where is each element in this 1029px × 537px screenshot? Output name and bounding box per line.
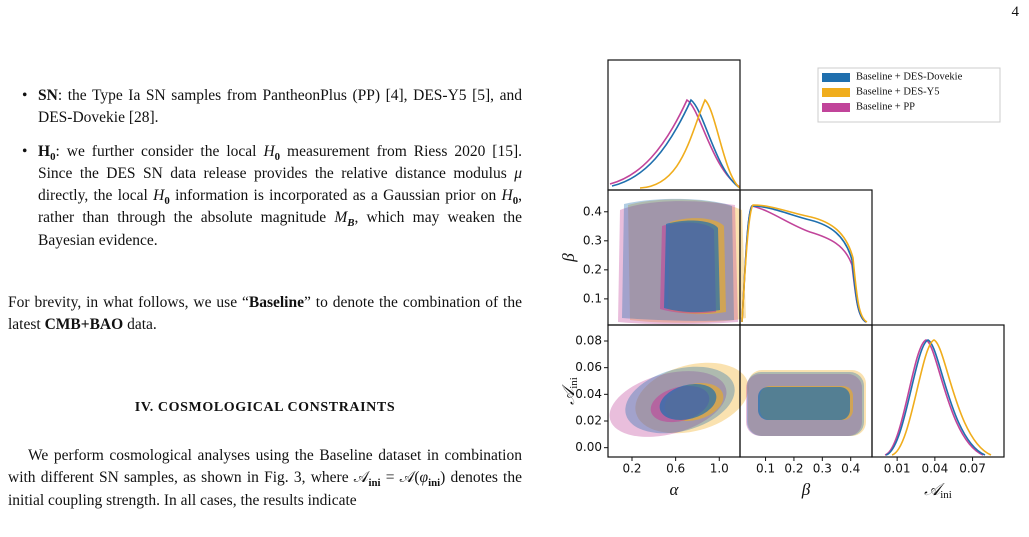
text-run: 0: [512, 195, 519, 208]
marginal-curve: [891, 339, 992, 456]
paragraph: For brevity, in what follows, we use “Ba…: [8, 292, 522, 337]
text-run: data.: [123, 316, 157, 334]
y-tick-label: 0.00: [575, 440, 602, 454]
text-run: measurement from Riess 2020 [15]. Since …: [38, 142, 522, 182]
x-tick-label: 0.04: [921, 462, 948, 476]
paragraph: We perform cosmological analyses using t…: [8, 445, 522, 512]
text-run: H: [38, 142, 51, 160]
contours: [609, 198, 866, 437]
y-axis-label: β: [559, 253, 578, 263]
marginal-curve: [885, 339, 986, 456]
text-run: H: [153, 187, 165, 205]
x-tick-label: 0.6: [666, 462, 685, 476]
text-run: 0: [274, 150, 281, 163]
text-run: = 𝒜(: [380, 469, 420, 487]
y-axis-label: 𝒜ini: [559, 377, 580, 405]
text-run: , which may weaken the Bayesian evidence…: [38, 209, 523, 249]
y-tick-label: 0.06: [575, 360, 602, 374]
x-tick-label: 0.01: [884, 462, 911, 476]
text-run: 0: [50, 150, 56, 163]
y-tick-label: 0.2: [583, 262, 602, 276]
axes: 0.2 0.6 1.0α0.1 0.2 0.3 0.4β0.01 0.04 0.07𝒜ini0…: [559, 204, 986, 500]
text-run: : we further consider the local: [55, 142, 264, 160]
y-tick-label: 0.04: [575, 387, 602, 401]
marginal-curve: [639, 98, 741, 189]
page-number: 4: [1011, 4, 1020, 20]
marginal-curve: [611, 98, 741, 189]
x-axis-label-sub: ini: [940, 489, 952, 501]
x-tick-label: 0.07: [959, 462, 986, 476]
y-tick-label: 0.3: [583, 233, 602, 247]
x-tick-label: 0.2: [622, 462, 641, 476]
x-tick-label: 0.1: [756, 462, 775, 476]
x-tick-label: 1.0: [710, 462, 729, 476]
legend-label: Baseline + DES-Dovekie: [856, 71, 963, 82]
x-axis-label: 𝒜ini: [924, 480, 952, 501]
text-run: φ: [419, 469, 429, 487]
panel-frames: [607, 59, 1005, 458]
y-tick-label: 0.1: [583, 291, 602, 305]
marginal-curves: [609, 98, 992, 456]
legend-label: Baseline + DES-Y5: [856, 86, 940, 97]
bullet: H0: we further consider the local H0 mea…: [22, 141, 523, 252]
text-run: H: [501, 187, 513, 205]
contour: [664, 220, 720, 313]
y-tick-label: 0.4: [583, 204, 602, 218]
text-run: 0: [164, 195, 170, 208]
text-run: ini: [428, 477, 441, 490]
y-tick-label: 0.08: [575, 334, 602, 348]
text-run: H: [263, 142, 275, 160]
contour: [659, 383, 717, 421]
legend-label: Baseline + PP: [856, 101, 915, 112]
x-axis-label: β: [801, 480, 811, 499]
text-run: B: [347, 217, 355, 230]
text-run: ) denotes the initial coupling strength.…: [8, 469, 522, 509]
text-run: For brevity, in what follows, we use “: [8, 294, 249, 311]
x-axis-label: α: [670, 480, 680, 499]
legend-swatch: [822, 103, 850, 112]
contour: [758, 387, 850, 420]
text-run: Baseline: [248, 294, 304, 311]
legend: Baseline + DES-Dovekie Baseline + DES-Y5 B…: [822, 71, 963, 112]
text-run: ini: [368, 477, 381, 490]
marginal-curve: [609, 98, 741, 188]
legend-swatch: [822, 88, 850, 97]
x-tick-label: 0.4: [841, 462, 860, 476]
text-run: directly, the local: [38, 187, 154, 205]
x-tick-label: 0.2: [784, 462, 803, 476]
y-tick-label: 0.02: [575, 414, 602, 428]
text-run: , rather than through the absolute magni…: [38, 187, 522, 227]
marginal-curve: [884, 339, 984, 456]
marginal-curve: [741, 205, 867, 323]
text-run: We perform cosmological analyses using t…: [8, 447, 522, 487]
text-run: information is incorporated as a Gaussia…: [169, 187, 502, 205]
bullet: SN: the Type Ia SN samples from Pantheon…: [22, 85, 522, 130]
y-axis-label-sub: ini: [568, 377, 580, 389]
text-run: μ: [514, 164, 522, 182]
section-heading: IV. COSMOLOGICAL CONSTRAINTS: [134, 400, 396, 415]
legend-swatch: [822, 73, 850, 82]
marginal-curve: [741, 204, 868, 323]
text-run: M: [334, 209, 348, 227]
text-run: SN: [38, 87, 58, 104]
x-tick-label: 0.3: [813, 462, 832, 476]
text-run: : the Type Ia SN samples from PantheonPl…: [38, 87, 522, 127]
text-run: 𝒜: [353, 469, 369, 487]
marginal-curve: [741, 205, 867, 323]
text-run: ” to denote the combination of the lates…: [8, 294, 522, 334]
bullet-list: SN: the Type Ia SN samples from Pantheon…: [22, 85, 523, 263]
text-run: CMB+BAO: [44, 316, 124, 334]
